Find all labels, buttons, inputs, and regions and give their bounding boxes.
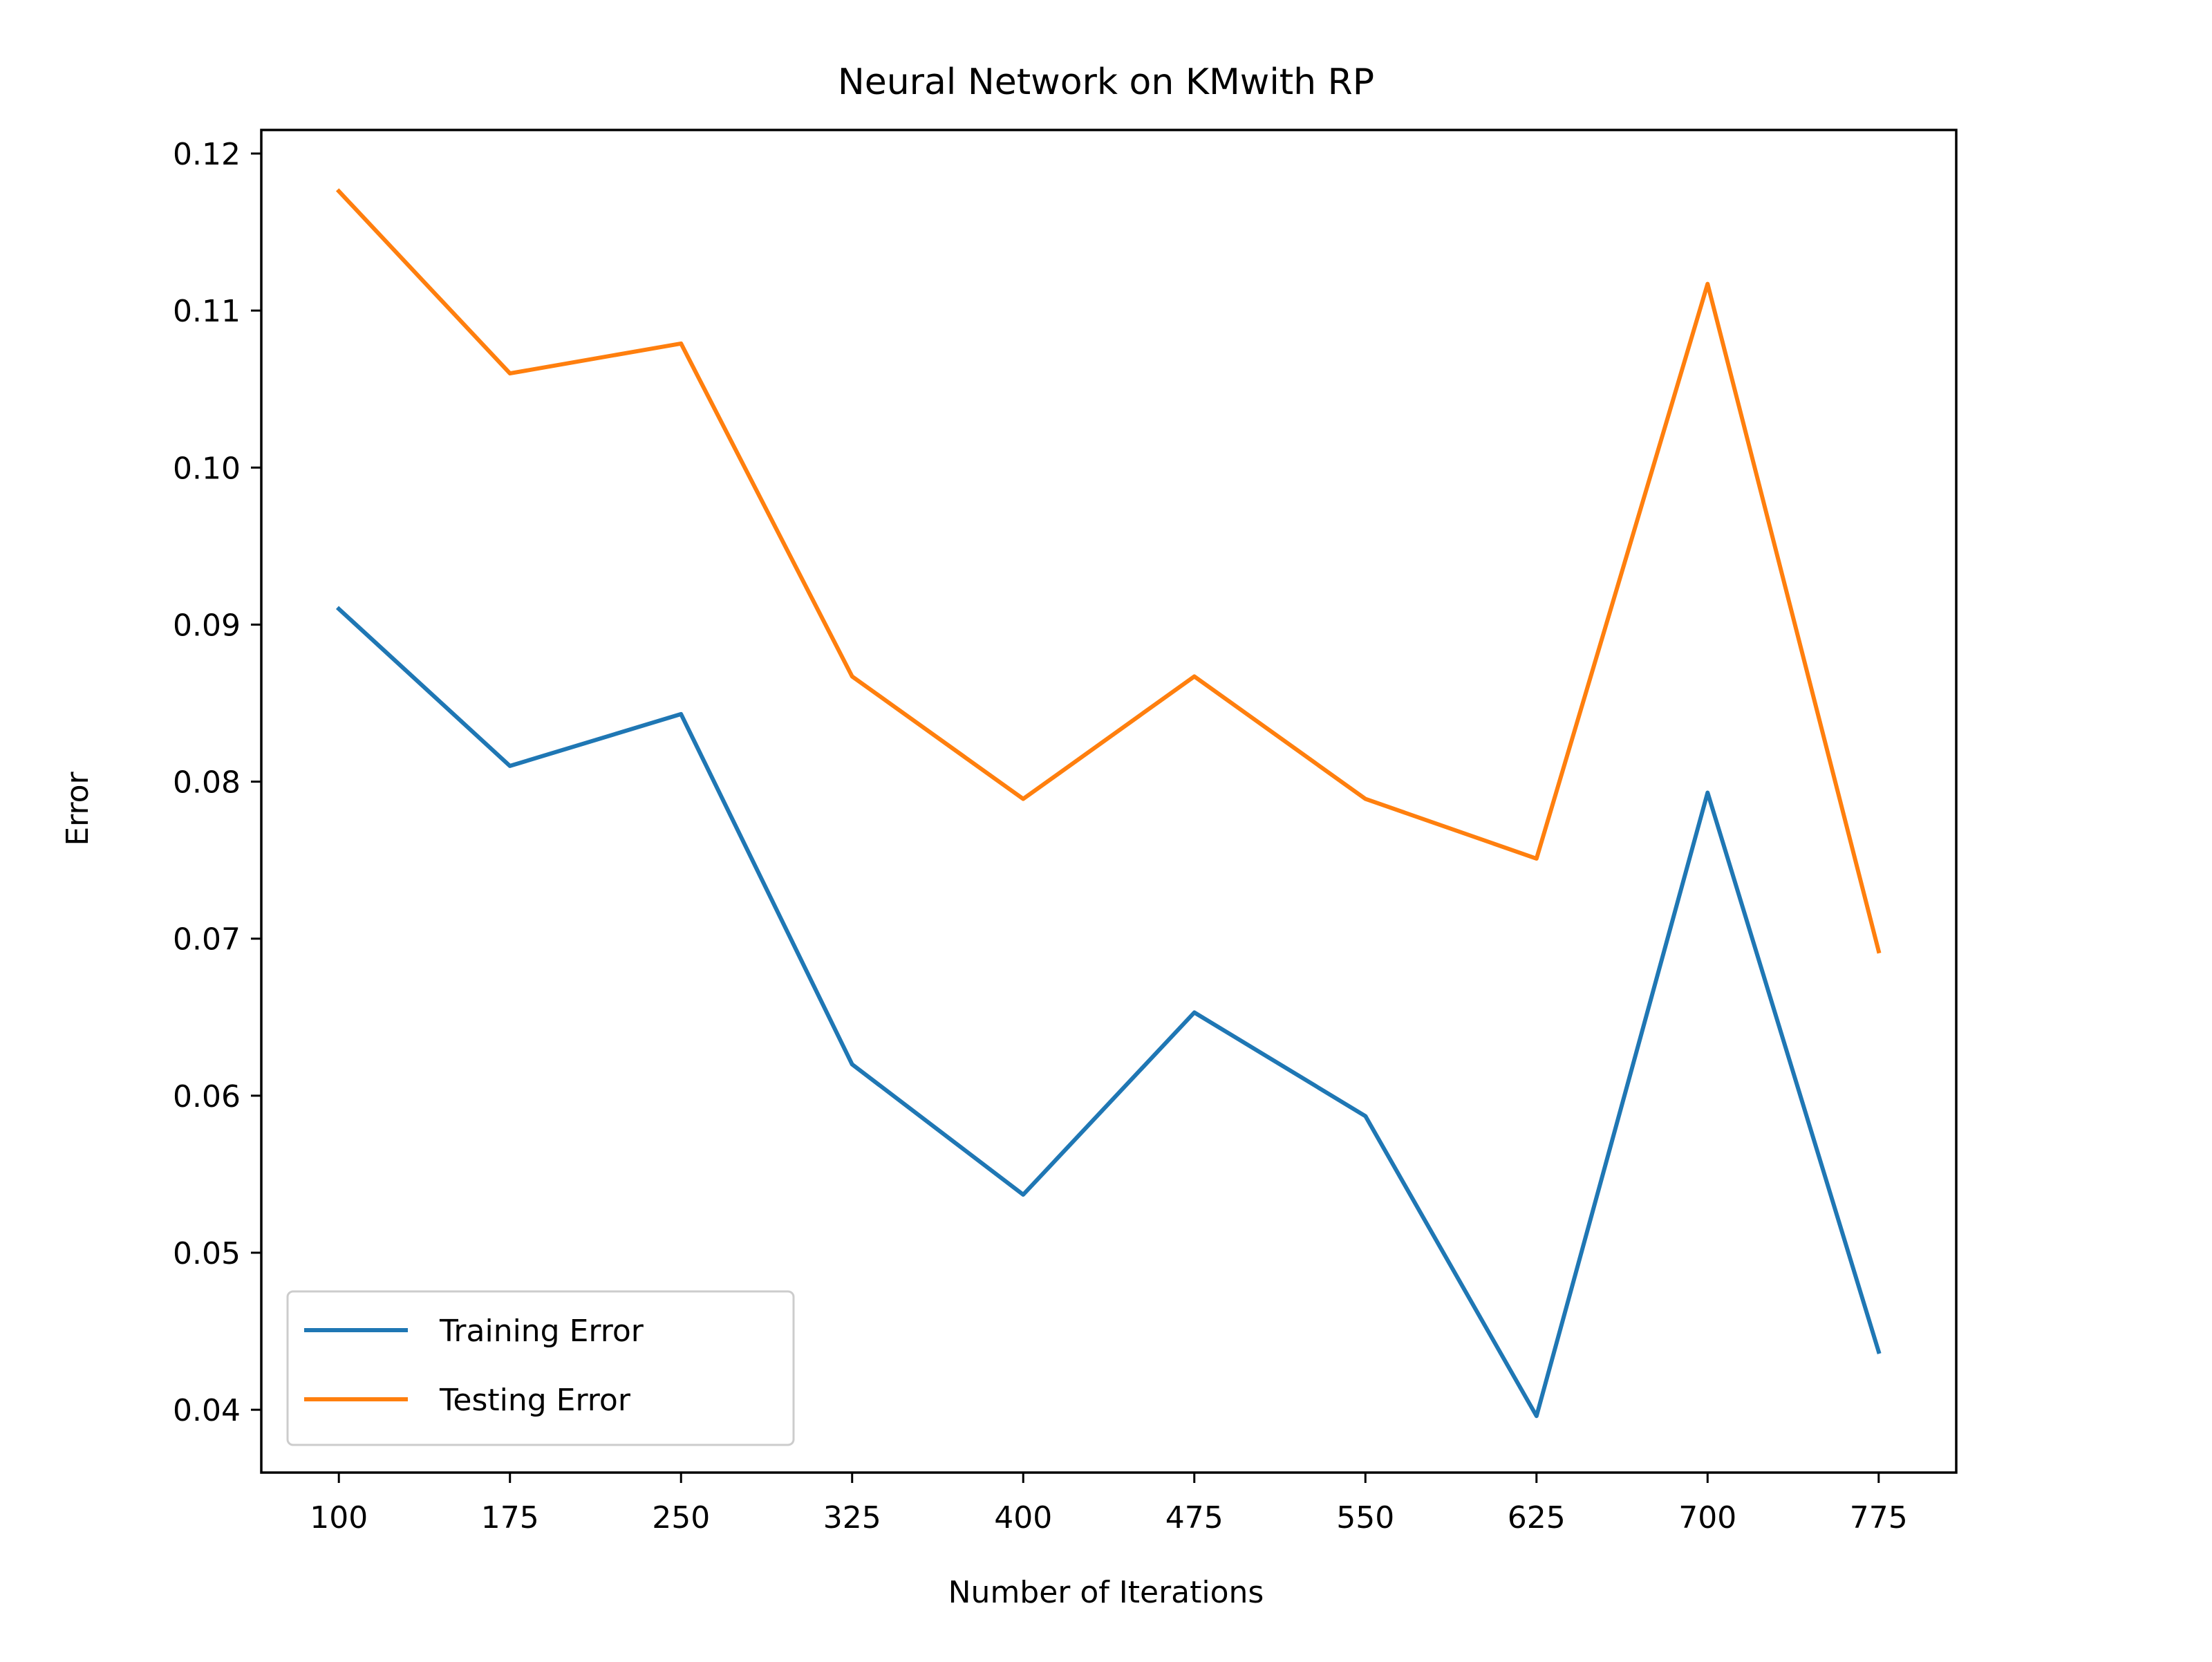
- y-axis-label: Error: [60, 771, 95, 846]
- x-axis-label: Number of Iterations: [948, 1575, 1264, 1610]
- x-tick-label: 100: [310, 1500, 368, 1535]
- x-tick-label: 625: [1508, 1500, 1566, 1535]
- axis-ticks: 100 175 250 325 400 475 550 625 700 775 0.04 0.05 0.…: [173, 137, 1908, 1535]
- legend-label-testing: Testing Error: [439, 1383, 631, 1418]
- x-tick-label: 250: [652, 1500, 710, 1535]
- series-line-testing: [335, 188, 1882, 954]
- legend-box: [286, 1290, 795, 1446]
- y-tick-label: 0.09: [173, 608, 241, 643]
- x-tick-label: 775: [1850, 1500, 1908, 1535]
- x-tick-label: 175: [481, 1500, 539, 1535]
- y-tick-label: 0.11: [173, 294, 241, 329]
- plot-series: [335, 188, 1882, 1419]
- x-tick-label: 325: [823, 1500, 881, 1535]
- legend: Training Error Testing Error: [286, 1290, 795, 1446]
- y-tick-label: 0.06: [173, 1079, 241, 1114]
- y-tick-label: 0.05: [173, 1236, 241, 1271]
- x-tick-label: 700: [1678, 1500, 1736, 1535]
- plot-area-frame: [260, 129, 1958, 1474]
- y-tick-label: 0.07: [173, 922, 241, 958]
- y-tick-label: 0.10: [173, 451, 241, 486]
- x-tick-label: 475: [1165, 1500, 1224, 1535]
- x-tick-label: 400: [994, 1500, 1052, 1535]
- chart-title: Neural Network on KMwith RP: [838, 62, 1374, 103]
- y-tick-label: 0.08: [173, 765, 241, 801]
- series-line-training: [335, 606, 1882, 1419]
- y-tick-label: 0.04: [173, 1393, 241, 1428]
- legend-label-training: Training Error: [439, 1314, 644, 1349]
- y-tick-label: 0.12: [173, 137, 241, 172]
- x-tick-label: 550: [1336, 1500, 1394, 1535]
